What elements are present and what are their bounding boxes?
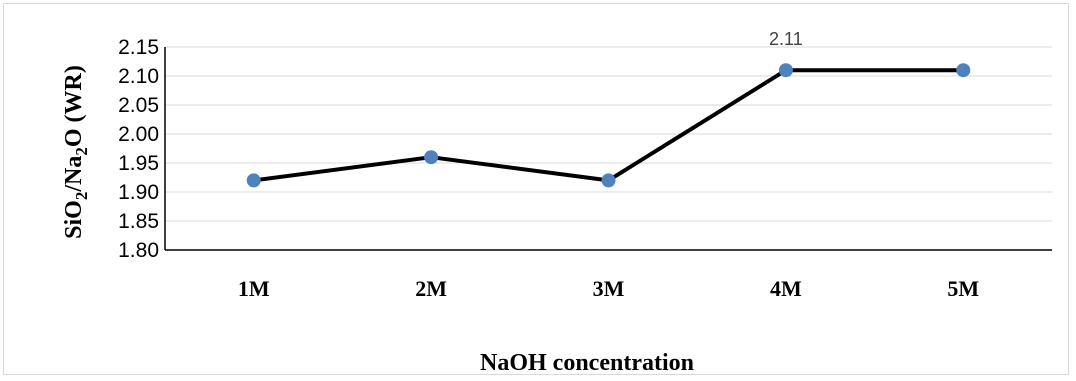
y-axis-title-part-a: SiO [61, 200, 87, 239]
y-axis-title-sub-b: 2 [72, 147, 91, 156]
x-tick-label: 5M [947, 276, 979, 301]
data-point [246, 173, 261, 188]
y-tick-label: 1.90 [118, 181, 159, 204]
series-line [253, 68, 964, 183]
y-tick-label: 2.10 [118, 65, 159, 88]
data-label: 2.11 [769, 29, 803, 49]
y-axis-title-sub-a: 2 [72, 192, 91, 201]
data-labels: 2.11 [769, 29, 803, 49]
data-point [778, 63, 793, 78]
data-point [956, 63, 971, 78]
y-tick-label: 2.00 [118, 123, 159, 146]
chart-frame [3, 3, 1069, 375]
y-tick-label: 1.95 [118, 152, 159, 175]
y-axis-title: SiO2/Na2O (WR) [61, 65, 91, 239]
data-point [601, 173, 616, 188]
x-tick-label: 4M [770, 276, 802, 301]
x-tick-label: 3M [593, 276, 625, 301]
y-tick-label: 2.05 [118, 94, 159, 117]
axes [164, 47, 1052, 251]
x-tick-labels: 1M 2M 3M 4M 5M [238, 276, 980, 301]
x-tick-label: 1M [238, 276, 270, 301]
y-axis-title-part-c: O (WR) [61, 65, 87, 147]
y-tick-labels: 1.80 1.85 1.90 1.95 2.00 2.05 2.10 2.15 [118, 36, 159, 262]
y-axis-title-part-b: /Na [61, 156, 87, 193]
x-axis-title: NaOH concentration [480, 350, 694, 376]
y-tick-label: 1.80 [118, 239, 159, 262]
data-point [424, 150, 439, 165]
y-tick-label: 2.15 [118, 36, 159, 59]
gridlines [165, 46, 1052, 222]
x-tick-label: 2M [415, 276, 447, 301]
series [246, 63, 971, 188]
y-tick-label: 1.85 [118, 210, 159, 233]
